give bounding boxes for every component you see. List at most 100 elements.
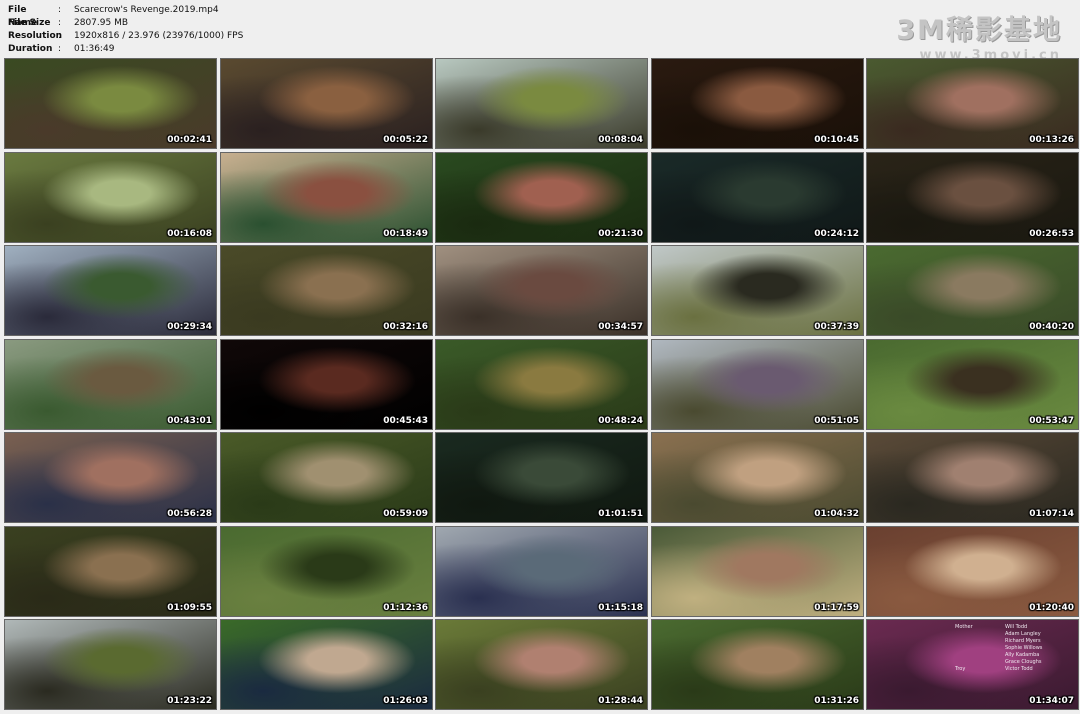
credit-role [955,645,1005,652]
file-info-key: Duration [8,44,53,54]
credit-role [955,659,1005,666]
thumbnail-timestamp: 01:09:55 [167,603,212,613]
file-info-key: Resolution [8,31,63,41]
thumbnail-frame [5,153,216,242]
thumbnail-timestamp: 00:05:22 [383,135,428,145]
thumbnail-frame [867,246,1078,335]
thumbnail-frame [436,246,647,335]
video-thumbnail: 00:45:43 [220,339,433,430]
thumbnail-grid: 00:02:41 00:05:22 00:08:04 00:10:45 00:13:26… [4,58,1079,712]
thumbnail-timestamp: 01:12:36 [383,603,428,613]
credit-name: Adam Langley [1005,631,1041,637]
thumbnail-timestamp: 00:21:30 [598,229,643,239]
thumbnail-frame [652,59,863,148]
credit-line: Adam Langley [955,631,1042,638]
video-thumbnail: 01:28:44 [435,619,648,710]
video-thumbnail: 00:53:47 [866,339,1079,430]
video-thumbnail: 00:10:45 [651,58,864,149]
thumbnail-timestamp: 01:17:59 [814,603,859,613]
video-thumbnail: 00:24:12 [651,152,864,243]
video-thumbnail: 01:07:14 [866,432,1079,523]
thumbnail-frame [652,153,863,242]
thumbnail-timestamp: 00:34:57 [598,322,643,332]
video-thumbnail: 01:12:36 [220,526,433,617]
thumbnail-timestamp: 00:29:34 [167,322,212,332]
video-thumbnail: 00:56:28 [4,432,217,523]
file-info-key: File Size [8,18,51,28]
thumbnail-frame [867,59,1078,148]
thumbnail-frame [221,153,432,242]
credit-role: Troy [955,666,966,672]
thumbnail-timestamp: 00:16:08 [167,229,212,239]
thumbnail-timestamp: 00:18:49 [383,229,428,239]
thumbnail-frame [221,340,432,429]
video-thumbnail: 00:48:24 [435,339,648,430]
file-info-row: File Size: 2807.95 MB [8,17,243,30]
thumbnail-timestamp: 01:23:22 [167,696,212,706]
thumbnail-frame [436,59,647,148]
thumbnail-timestamp: 00:51:05 [814,416,859,426]
thumbnail-frame [221,246,432,335]
video-thumbnail: 01:23:22 [4,619,217,710]
file-info-value: 2807.95 MB [74,18,129,28]
thumbnail-timestamp: 00:32:16 [383,322,428,332]
file-info-separator: : [58,31,62,41]
credit-name: Richard Myers [1005,638,1041,644]
thumbnail-frame [867,433,1078,522]
thumbnail-frame [5,246,216,335]
video-thumbnail: Mother Will Todd Adam Langley Richard Myers… [866,619,1079,710]
thumbnail-frame [221,433,432,522]
thumbnail-timestamp: 01:01:51 [598,509,643,519]
thumbnail-timestamp: 01:07:14 [1029,509,1074,519]
video-thumbnail: 00:21:30 [435,152,648,243]
thumbnail-frame [867,620,1078,709]
thumbnail-frame [5,527,216,616]
site-watermark: 3M稀影基地 www.3movi.cn [896,8,1062,63]
thumbnail-frame [652,340,863,429]
file-info-header: File Name: Scarecrow's Revenge.2019.mp4 Fi… [0,0,1080,63]
file-info: File Name: Scarecrow's Revenge.2019.mp4 Fi… [8,4,243,56]
video-thumbnail: 00:32:16 [220,245,433,336]
thumbnail-timestamp: 00:48:24 [598,416,643,426]
thumbnail-timestamp: 00:02:41 [167,135,212,145]
file-info-value: 01:36:49 [74,44,115,54]
thumbnail-timestamp: 00:59:09 [383,509,428,519]
credit-role [955,652,1005,659]
thumbnail-timestamp: 00:53:47 [1029,416,1074,426]
thumbnail-frame [652,527,863,616]
video-thumbnail: 01:01:51 [435,432,648,523]
credit-name: Will Todd [1005,624,1028,630]
thumbnail-frame [867,153,1078,242]
thumbnail-frame [436,433,647,522]
video-thumbnail: 00:16:08 [4,152,217,243]
thumbnail-timestamp: 00:10:45 [814,135,859,145]
video-thumbnail: 01:09:55 [4,526,217,617]
thumbnail-timestamp: 00:26:53 [1029,229,1074,239]
thumbnail-timestamp: 01:31:26 [814,696,859,706]
video-thumbnail: 01:26:03 [220,619,433,710]
watermark-title: 3M稀影基地 [896,15,1062,46]
credit-line: Richard Myers [955,638,1042,645]
thumbnail-frame [867,340,1078,429]
thumbnail-frame [652,620,863,709]
thumbnail-frame [867,527,1078,616]
file-info-value: 1920x816 / 23.976 (23976/1000) FPS [74,31,244,41]
thumbnail-frame [436,620,647,709]
file-info-row: File Name: Scarecrow's Revenge.2019.mp4 [8,4,243,28]
file-info-separator: : [58,18,62,28]
video-thumbnail: 00:40:20 [866,245,1079,336]
thumbnail-timestamp: 01:20:40 [1029,603,1074,613]
thumbnail-timestamp: 00:45:43 [383,416,428,426]
file-info-key: File Name [8,5,38,28]
credit-name: Victor Todd [1005,666,1033,672]
credit-line: Sophie Willows [955,645,1042,652]
video-thumbnail: 00:34:57 [435,245,648,336]
thumbnail-frame [436,527,647,616]
video-thumbnail: 01:04:32 [651,432,864,523]
credit-line: Troy Victor Todd [955,666,1042,673]
credit-role [955,631,1005,638]
credit-name: Ally Kadamba [1005,652,1040,658]
video-thumbnail: 01:20:40 [866,526,1079,617]
credit-line: Ally Kadamba [955,652,1042,659]
thumbnail-frame [221,527,432,616]
